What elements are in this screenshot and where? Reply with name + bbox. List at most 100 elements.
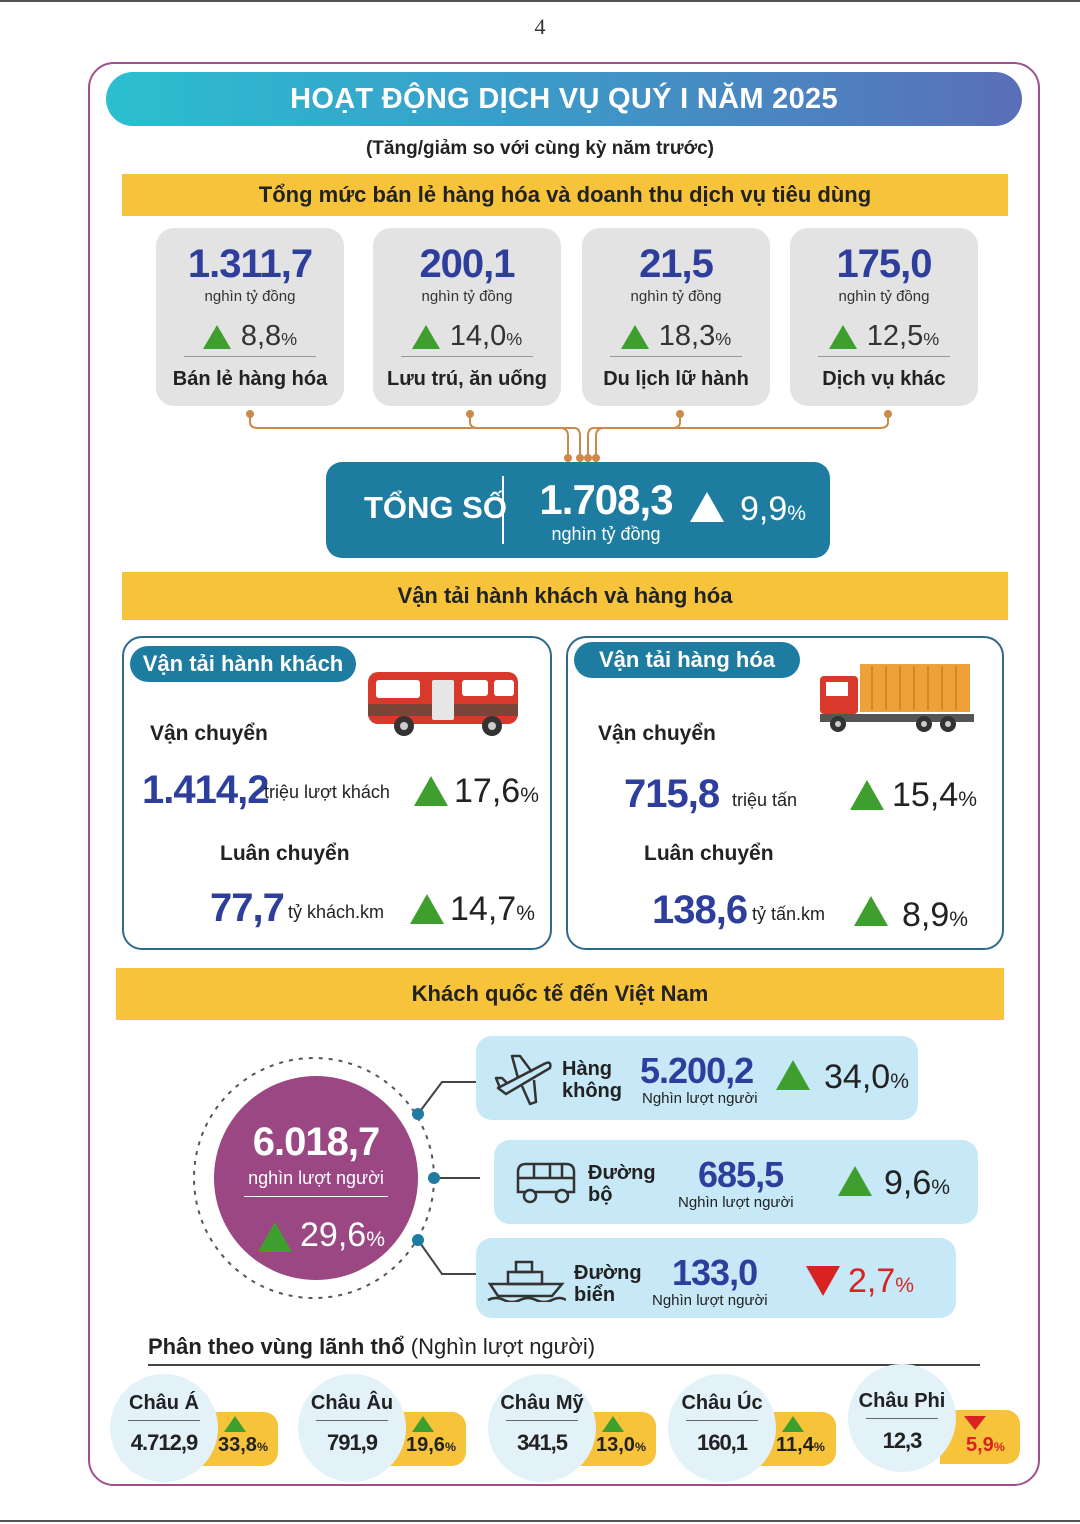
region-change: 5,9%	[966, 1434, 1005, 1456]
mode-road-label: Đường bộ	[588, 1162, 656, 1206]
region-change: 13,0%	[596, 1434, 646, 1456]
passenger-rotate-change: 14,7%	[450, 890, 535, 928]
total-change: 9,9%	[740, 490, 807, 528]
card-label: Bán lẻ hàng hóa	[172, 368, 328, 390]
card-label: Dịch vụ khác	[822, 368, 946, 390]
region-change: 11,4%	[776, 1434, 825, 1456]
card-unit: nghìn tỷ đồng	[204, 288, 296, 305]
region-value: 4.712,9	[130, 1430, 198, 1455]
region-europe: 19,6% Châu Âu 791,9	[298, 1374, 468, 1482]
visitors-total-value: 6.018,7	[252, 1120, 380, 1164]
divider	[184, 356, 316, 357]
truck-icon	[820, 664, 974, 732]
card-value: 175,0	[836, 242, 932, 286]
divider	[128, 1420, 200, 1421]
connector-lines	[246, 410, 892, 462]
visitors-total-unit: nghìn lượt người	[248, 1168, 384, 1188]
up-arrow-icon	[782, 1416, 804, 1437]
up-arrow-icon	[202, 324, 231, 349]
region-value: 160,1	[696, 1430, 748, 1455]
mode-air-change: 34,0%	[824, 1058, 909, 1096]
card-value: 200,1	[419, 242, 515, 286]
divider	[506, 1420, 578, 1421]
divider	[686, 1420, 758, 1421]
up-arrow-icon	[776, 1060, 810, 1095]
divider	[316, 1420, 388, 1421]
divider	[866, 1418, 938, 1419]
passenger-carry-change: 17,6%	[454, 772, 539, 810]
total-label: TỔNG SỐ	[364, 490, 507, 525]
up-arrow-icon	[620, 324, 649, 349]
page-subtitle: (Tăng/giảm so với cùng kỳ năm trước)	[365, 138, 714, 159]
mode-air-label: Hàng không	[562, 1058, 622, 1102]
top-rule	[0, 0, 1080, 2]
transport-section-heading: Vận tải hành khách và hàng hóa	[122, 572, 1008, 620]
passenger-carry-label: Vận chuyển	[150, 722, 268, 745]
visitors-section-heading: Khách quốc tế đến Việt Nam	[116, 968, 1004, 1020]
passenger-rotate-label: Luân chuyển	[220, 842, 350, 865]
passenger-carry-value: 1.414,2	[142, 768, 269, 812]
up-arrow-icon	[854, 896, 888, 931]
region-circle: Châu Mỹ 341,5	[488, 1374, 596, 1482]
up-arrow-icon	[850, 780, 884, 815]
ship-icon	[487, 1260, 566, 1302]
mode-air-value: 5.200,2	[640, 1050, 754, 1091]
page-number: 4	[534, 14, 546, 39]
up-arrow-icon	[224, 1416, 246, 1437]
page-title: HOẠT ĐỘNG DỊCH VỤ QUÝ I NĂM 2025	[106, 72, 1022, 126]
cargo-carry-value: 715,8	[624, 772, 720, 816]
cargo-carry-label: Vận chuyển	[598, 722, 716, 745]
divider	[818, 356, 950, 357]
visitors-total-circle: 6.018,7 nghìn lượt người 29,6%	[214, 1076, 418, 1280]
divider	[610, 356, 742, 357]
card-change: 14,0%	[373, 320, 561, 353]
mode-air-unit: Nghìn lượt người	[642, 1090, 758, 1107]
infographic-frame	[88, 62, 1040, 1486]
region-change: 19,6%	[406, 1434, 456, 1456]
total-divider	[502, 476, 504, 544]
mode-road: Đường bộ 685,5 Nghìn lượt người 9,6%	[494, 1140, 978, 1224]
cargo-rotate-value: 138,6	[652, 888, 748, 932]
cargo-carry-change: 15,4%	[892, 776, 977, 814]
region-circle: Châu Úc 160,1	[668, 1374, 776, 1482]
up-arrow-icon	[411, 324, 440, 349]
region-value: 791,9	[326, 1430, 378, 1455]
bus-icon	[516, 1162, 576, 1204]
region-change: 33,8%	[218, 1434, 268, 1456]
region-name: Châu Úc	[681, 1392, 763, 1414]
regions-heading: Phân theo vùng lãnh thổ (Nghìn lượt ngườ…	[148, 1334, 596, 1359]
up-arrow-icon	[258, 1222, 292, 1257]
mode-sea-unit: Nghìn lượt người	[652, 1292, 768, 1309]
card-unit: nghìn tỷ đồng	[630, 288, 722, 305]
retail-total-box: TỔNG SỐ 1.708,3 nghìn tỷ đồng 9,9%	[326, 462, 830, 558]
card-change: 8,8%	[156, 320, 344, 353]
up-arrow-icon	[602, 1416, 624, 1437]
retail-card-lodging: 200,1 nghìn tỷ đồng 14,0% Lưu trú, ăn uố…	[373, 228, 561, 406]
retail-card-other: 175,0 nghìn tỷ đồng 12,5% Dịch vụ khác	[790, 228, 978, 406]
passenger-transport-box: Vận tải hành khách Vận chuyển 1.414,2 tr…	[122, 636, 552, 950]
bottom-rule	[0, 1520, 1080, 1522]
cargo-title: Vận tải hàng hóa	[574, 642, 800, 678]
region-name: Châu Mỹ	[500, 1392, 584, 1414]
mode-sea-label: Đường biển	[574, 1262, 642, 1306]
cargo-transport-box: Vận tải hàng hóa Vận chuyển 715,8 triệu …	[566, 636, 1004, 950]
card-value: 1.311,7	[187, 242, 313, 286]
airplane-icon	[494, 1054, 552, 1106]
card-unit: nghìn tỷ đồng	[838, 288, 930, 305]
cargo-rotate-label: Luân chuyển	[644, 842, 774, 865]
region-africa: 5,9% Châu Phi 12,3	[848, 1364, 1024, 1472]
visitor-connectors	[193, 1057, 480, 1299]
passenger-title: Vận tải hành khách	[130, 646, 356, 682]
retail-card-travel: 21,5 nghìn tỷ đồng 18,3% Du lịch lữ hành	[582, 228, 770, 406]
up-arrow-icon	[412, 1416, 434, 1437]
mode-air: Hàng không 5.200,2 Nghìn lượt người 34,0%	[476, 1036, 918, 1120]
down-arrow-icon	[964, 1416, 986, 1435]
mode-sea-value: 133,0	[672, 1252, 758, 1293]
up-arrow-icon	[828, 324, 857, 349]
passenger-rotate-unit: tỷ khách.km	[288, 902, 385, 922]
visitors-total-change: 29,6%	[300, 1216, 385, 1254]
card-change: 12,5%	[790, 320, 978, 353]
region-value: 12,3	[882, 1428, 923, 1453]
total-value: 1.708,3	[539, 476, 673, 523]
card-label: Lưu trú, ăn uống	[386, 368, 547, 390]
